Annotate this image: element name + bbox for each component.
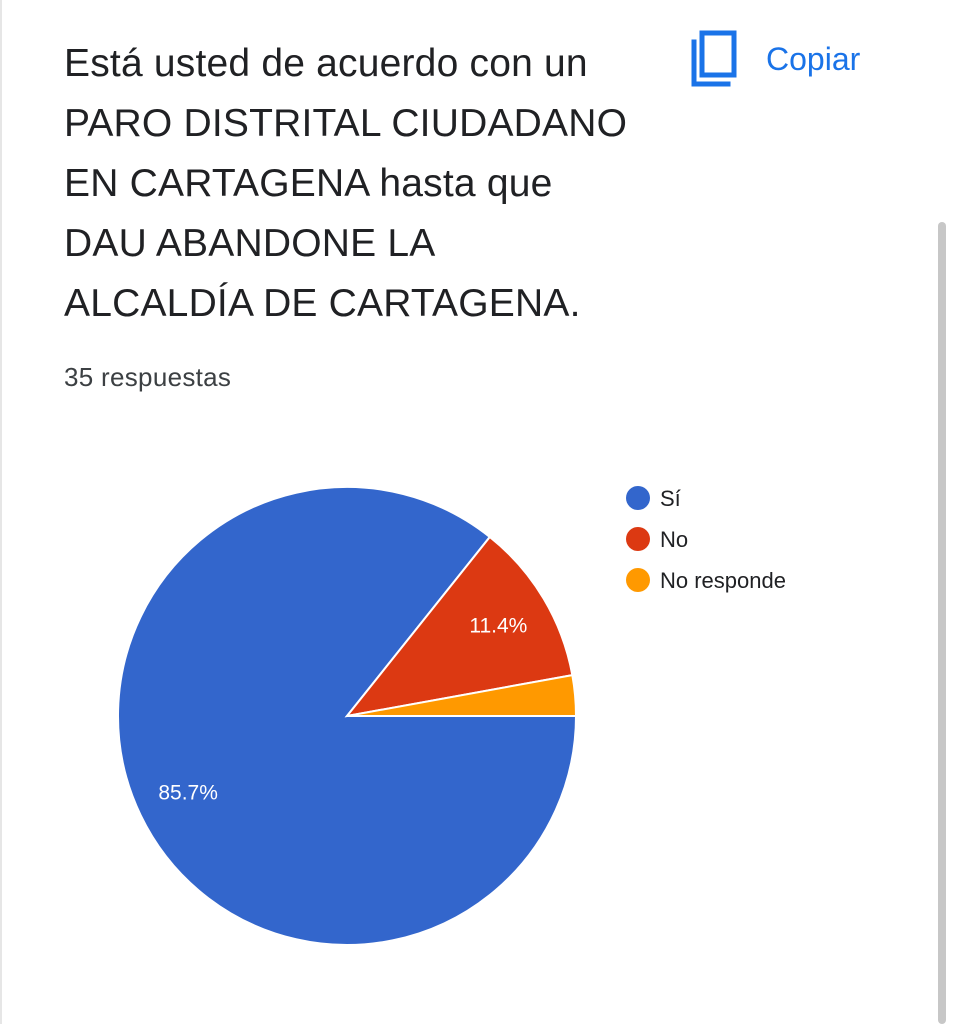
pie-slices	[117, 486, 578, 946]
chart-legend: Sí No No responde	[626, 486, 786, 593]
scrollbar-thumb[interactable]	[938, 222, 946, 1024]
copy-icon	[691, 30, 737, 87]
response-count: 35 respuestas	[64, 362, 232, 392]
pie-slice-no-responde[interactable]	[346, 673, 578, 717]
copy-button-label: Copiar	[766, 40, 861, 77]
legend-label: No	[660, 527, 688, 552]
slice-percent-label: 11.4%	[469, 615, 527, 638]
legend-marker	[626, 527, 650, 551]
pie-slice-no[interactable]	[344, 535, 574, 718]
slice-percent-label: 85.7%	[158, 782, 218, 805]
legend-label: No responde	[660, 568, 786, 593]
card-border	[0, 0, 2, 1024]
scrollbar[interactable]	[938, 222, 948, 1024]
question-title: Está usted de acuerdo con un PARO DISTRI…	[64, 42, 628, 325]
copy-button[interactable]: Copiar	[684, 26, 894, 92]
pie-slice-labels: 85.7% 11.4%	[158, 615, 527, 805]
legend-label: Sí	[660, 486, 681, 511]
legend-marker	[626, 568, 650, 592]
legend-marker	[626, 486, 650, 510]
